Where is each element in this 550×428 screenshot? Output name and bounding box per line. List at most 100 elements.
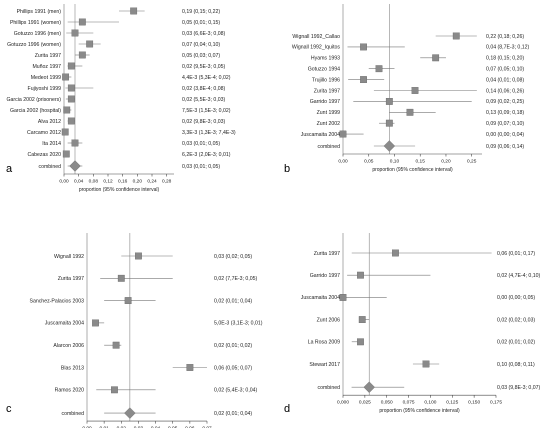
x-tick-label: 0,28 [162, 179, 172, 185]
ci-value-label: 0,02 (0,01; 0,02) [214, 343, 252, 349]
combined-diamond-marker [363, 381, 375, 393]
combined-row: combined 0,02 (0,01; 0,04) [62, 407, 252, 419]
study-row: La Rosa 2009 0,02 (0,01; 0,02) [308, 338, 535, 346]
study-label: Garrido 1997 [310, 99, 340, 105]
study-row: Phillips 1991 (men) 0,19 (0,15; 0,22) [17, 7, 220, 15]
point-estimate-marker [86, 40, 94, 48]
panel-letter: a [6, 163, 13, 175]
point-estimate-marker [357, 338, 364, 346]
ci-value-label: 0,10 (0,08; 0,11) [497, 362, 535, 368]
study-row: Muñoz 1997 0,02 (9,5E-3; 0,05) [32, 62, 226, 70]
study-row: Juscamaita 2004 0,00 (0,00; 0,05) [301, 293, 535, 301]
x-tick-label: 0,08 [89, 179, 99, 185]
study-label: Zunt 2002 [317, 121, 340, 127]
study-row: Garrido 1997 0,02 (4,7E-4; 0,10) [310, 271, 541, 279]
study-label: Juscamaita 2004 [301, 132, 340, 138]
x-axis: 0,000,010,020,030,040,050,060,07proporti… [82, 420, 212, 428]
ci-value-label: 0,00 (0,00; 0,05) [497, 295, 535, 301]
study-row: Ita 2014 0,03 (0,01; 0,05) [42, 139, 220, 147]
x-axis: 0,00 0,05 0,10 0,15 0,20 0,25 proportion (95% … [338, 153, 482, 173]
study-label: Garcia 2002 (prisoners) [7, 97, 62, 103]
panel-letter: b [284, 163, 290, 175]
point-estimate-marker [360, 76, 367, 83]
x-tick-label: 0,150 [468, 400, 480, 406]
x-tick-label: 0,00 [338, 159, 348, 165]
ci-value-label: 0,02 (5,4E-3; 0,04) [214, 388, 258, 394]
study-label: Wignall 1992_Iquitos [292, 45, 341, 51]
study-label: Phillips 1991 (women) [10, 20, 61, 26]
study-label: Fujiyoshi 1999 [28, 86, 62, 92]
study-row: Fujiyoshi 1999 0,02 (3,8E-4; 0,08) [28, 84, 226, 92]
ci-value-label: 0,02 (9,5E-3; 0,05) [182, 64, 226, 70]
study-label: Gotuzzo 1996 (women) [7, 42, 61, 48]
point-estimate-marker [360, 43, 367, 51]
combined-diamond-marker [383, 140, 396, 152]
study-row: Zunt 2002 0,09 (0,07; 0,10) [317, 119, 524, 127]
panel-c: c Wignall 1992 0,03 (0,02; 0,05) Zurita 199… [6, 233, 263, 428]
point-estimate-marker [111, 386, 118, 394]
ci-value-label: 0,00 (0,00; 0,04) [486, 132, 524, 138]
ci-value-label: 0,13 (0,09; 0,18) [486, 110, 524, 116]
study-row: Wignall 1992_Iquitos 0,04 (8,7E-3; 0,12) [292, 43, 530, 51]
x-tick-label: 0,16 [118, 179, 128, 185]
x-tick-label: 0,075 [403, 400, 415, 406]
study-row: Garrido 1997 0,09 (0,02; 0,25) [310, 98, 524, 105]
study-label: Muñoz 1997 [32, 64, 61, 70]
study-row: Zunt 1999 0,13 (0,09; 0,18) [317, 108, 524, 116]
combined-row: combined 0,03 (0,01; 0,05) [39, 160, 220, 172]
combined-ci-value-label: 0,03 (9,8E-3; 0,07) [497, 385, 541, 391]
study-label: Juscamaita 2004 [301, 295, 340, 301]
study-row: Zurita 1997 0,02 (7,7E-3; 0,05) [58, 274, 258, 282]
study-row: Stewart 2017 0,10 (0,08; 0,11) [309, 360, 535, 368]
study-row: Zurita 1997 0,14 (0,06; 0,26) [314, 87, 524, 94]
study-row: Cabezas 2020 6,2E-3 (2,0E-3; 0,01) [28, 150, 231, 158]
ci-value-label: 0,05 (0,03; 0,07) [182, 53, 220, 59]
x-axis-label: proportion (95% confidence interval) [79, 187, 160, 193]
ci-value-label: 0,22 (0,18; 0,26) [486, 34, 524, 40]
x-tick-label: 0,10 [390, 159, 400, 165]
panel-letter: c [6, 403, 12, 415]
panel-letter: d [284, 403, 290, 415]
ci-value-label: 0,05 (0,01; 0,15) [182, 20, 220, 26]
point-estimate-marker [358, 316, 366, 324]
study-label: Wignall 1992_Callao [292, 34, 340, 40]
ci-value-label: 0,07 (0,04; 0,10) [182, 42, 220, 48]
point-estimate-marker [392, 249, 399, 257]
study-label: Zurita 1997 [58, 276, 84, 282]
x-tick-label: 0,24 [147, 179, 157, 185]
point-estimate-marker [375, 65, 383, 73]
study-label: Gotuzzo 1996 (men) [14, 31, 62, 37]
study-label: Stewart 2017 [309, 362, 340, 368]
study-label: Hyams 1993 [311, 56, 340, 62]
study-label: Juscamaita 2004 [45, 321, 84, 327]
combined-row: combined 0,03 (9,8E-3; 0,07) [318, 381, 541, 393]
point-estimate-marker [411, 87, 419, 94]
x-tick-label: 0,125 [446, 400, 458, 406]
x-axis: 0,00 0,04 0,08 0,12 0,16 0,20 0,24 0,28proporti… [59, 173, 174, 193]
study-label: Alarcon 2006 [53, 343, 84, 349]
point-estimate-marker [92, 319, 99, 327]
point-estimate-marker [406, 108, 414, 116]
ci-value-label: 0,06 (0,01; 0,17) [497, 251, 535, 257]
study-label: Phillips 1991 (men) [17, 9, 62, 15]
study-row: Zunt 2006 0,02 (0,02; 0,03) [317, 316, 535, 324]
study-row: Wignall 1992_Callao 0,22 (0,18; 0,26) [292, 32, 524, 40]
study-row: Gotuzzo 1994 0,07 (0,05; 0,10) [308, 65, 524, 73]
point-estimate-marker [124, 297, 132, 305]
study-label: Zunt 2006 [317, 317, 340, 323]
combined-label: combined [318, 385, 341, 391]
ci-value-label: 0,03 (6,6E-3; 0,08) [182, 31, 226, 37]
study-label: Zunt 1999 [317, 110, 340, 116]
point-estimate-marker [112, 341, 120, 349]
point-estimate-marker [62, 73, 70, 81]
study-label: La Rosa 2009 [308, 340, 340, 346]
study-row: Juscamaita 2004 0,00 (0,00; 0,04) [301, 130, 524, 138]
point-estimate-marker [71, 29, 79, 37]
point-estimate-marker [452, 32, 460, 40]
combined-ci-value-label: 0,09 (0,06; 0,14) [486, 144, 524, 150]
x-tick-label: 0,05 [364, 159, 374, 165]
ci-value-label: 0,03 (0,02; 0,05) [214, 254, 252, 260]
study-label: Garcia 2002 (hospital) [10, 108, 61, 114]
